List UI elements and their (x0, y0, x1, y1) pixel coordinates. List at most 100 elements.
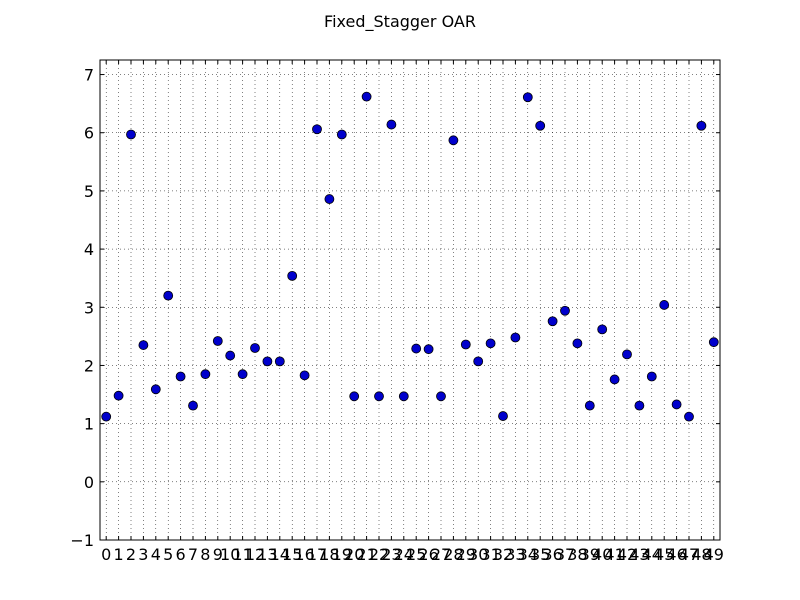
x-tick-label: 24 (394, 545, 414, 564)
y-tick-label: −1 (70, 531, 94, 550)
x-tick-label: 5 (163, 545, 173, 564)
data-points (101, 91, 719, 422)
y-tick-label: 0 (84, 473, 94, 492)
chart-title: Fixed_Stagger OAR (324, 12, 476, 32)
data-point (262, 356, 273, 367)
x-tick-label: 36 (542, 545, 562, 564)
x-tick-label: 19 (332, 545, 352, 564)
x-tick-label: 11 (232, 545, 252, 564)
data-point (386, 119, 397, 130)
data-point (126, 129, 136, 140)
data-point (188, 400, 198, 411)
data-point (659, 300, 670, 310)
x-tick-label: 10 (220, 545, 240, 564)
x-tick-label: 6 (176, 545, 186, 564)
y-tick-label: 6 (84, 124, 94, 143)
data-point (522, 92, 533, 103)
x-tick-label: 49 (704, 545, 724, 564)
data-point (150, 384, 161, 395)
data-point (584, 400, 595, 411)
x-tick-label: 42 (617, 545, 637, 564)
x-tick-label: 3 (138, 545, 148, 564)
data-point (708, 337, 719, 348)
y-tick-label: 7 (84, 66, 94, 85)
y-tick-label: 1 (84, 415, 94, 434)
x-tick-label: 7 (188, 545, 198, 564)
data-point (535, 120, 546, 131)
x-tick-label: 18 (319, 545, 339, 564)
data-point (473, 356, 484, 367)
data-point (113, 390, 124, 401)
data-point (560, 305, 570, 316)
data-point (361, 91, 372, 102)
data-point (138, 340, 149, 350)
x-tick-label: 15 (282, 545, 302, 564)
x-tick-label: 12 (245, 545, 265, 564)
data-point (225, 350, 236, 361)
x-tick-label: 0 (101, 545, 111, 564)
data-point (448, 135, 459, 146)
x-tick-label: 28 (443, 545, 463, 564)
x-tick-label: 35 (530, 545, 550, 564)
x-tick-label: 44 (642, 545, 662, 564)
x-tick-label: 47 (679, 545, 699, 564)
data-point (200, 369, 211, 380)
x-tick-label: 16 (294, 545, 314, 564)
data-point (312, 124, 322, 135)
data-point (597, 324, 608, 335)
x-tick-label: 40 (592, 545, 612, 564)
x-tick-label: 33 (505, 545, 525, 564)
data-point (101, 411, 112, 422)
data-point (436, 391, 446, 402)
x-tick-label: 20 (344, 545, 364, 564)
data-point (287, 270, 298, 281)
data-point (634, 400, 645, 411)
x-tick-label: 25 (406, 545, 426, 564)
axis-ticks (100, 60, 720, 541)
y-tick-label: 4 (84, 240, 94, 259)
grid-lines (100, 60, 720, 541)
data-point (324, 194, 335, 204)
data-point (510, 332, 521, 343)
x-tick-label: 21 (356, 545, 376, 564)
x-tick-label: 45 (654, 545, 674, 564)
x-tick-label: 8 (200, 545, 210, 564)
x-tick-label: 30 (468, 545, 488, 564)
data-point (274, 356, 285, 367)
x-tick-label: 46 (666, 545, 686, 564)
data-point (609, 374, 620, 385)
x-tick-label: 14 (270, 545, 290, 564)
data-point (671, 399, 682, 410)
x-tick-label: 43 (629, 545, 649, 564)
x-tick-label: 13 (257, 545, 277, 564)
x-tick-label: 22 (369, 545, 389, 564)
y-tick-label: 5 (84, 182, 94, 201)
x-tick-label: 9 (213, 545, 223, 564)
y-tick-labels: −1 0 1 2 3 4 5 6 7 (70, 66, 94, 550)
data-point (163, 290, 174, 301)
x-tick-label: 27 (431, 545, 451, 564)
y-tick-label: 3 (84, 298, 94, 317)
data-point (336, 129, 347, 140)
data-point (423, 344, 434, 355)
data-point (175, 371, 186, 382)
x-tick-label: 39 (580, 545, 600, 564)
data-point (547, 316, 558, 327)
data-point (485, 338, 496, 349)
x-tick-label: 37 (555, 545, 575, 564)
x-tick-label: 31 (480, 545, 500, 564)
data-point (398, 391, 409, 402)
x-tick-label: 2 (126, 545, 136, 564)
data-point (572, 338, 583, 349)
y-tick-label: 2 (84, 356, 94, 375)
data-point (212, 336, 223, 346)
x-tick-label: 26 (418, 545, 438, 564)
x-tick-label: 48 (691, 545, 711, 564)
x-tick-label: 23 (381, 545, 401, 564)
data-point (684, 411, 694, 422)
data-point (349, 391, 360, 402)
data-point (622, 349, 632, 360)
x-tick-label: 32 (493, 545, 513, 564)
data-point (374, 391, 384, 402)
